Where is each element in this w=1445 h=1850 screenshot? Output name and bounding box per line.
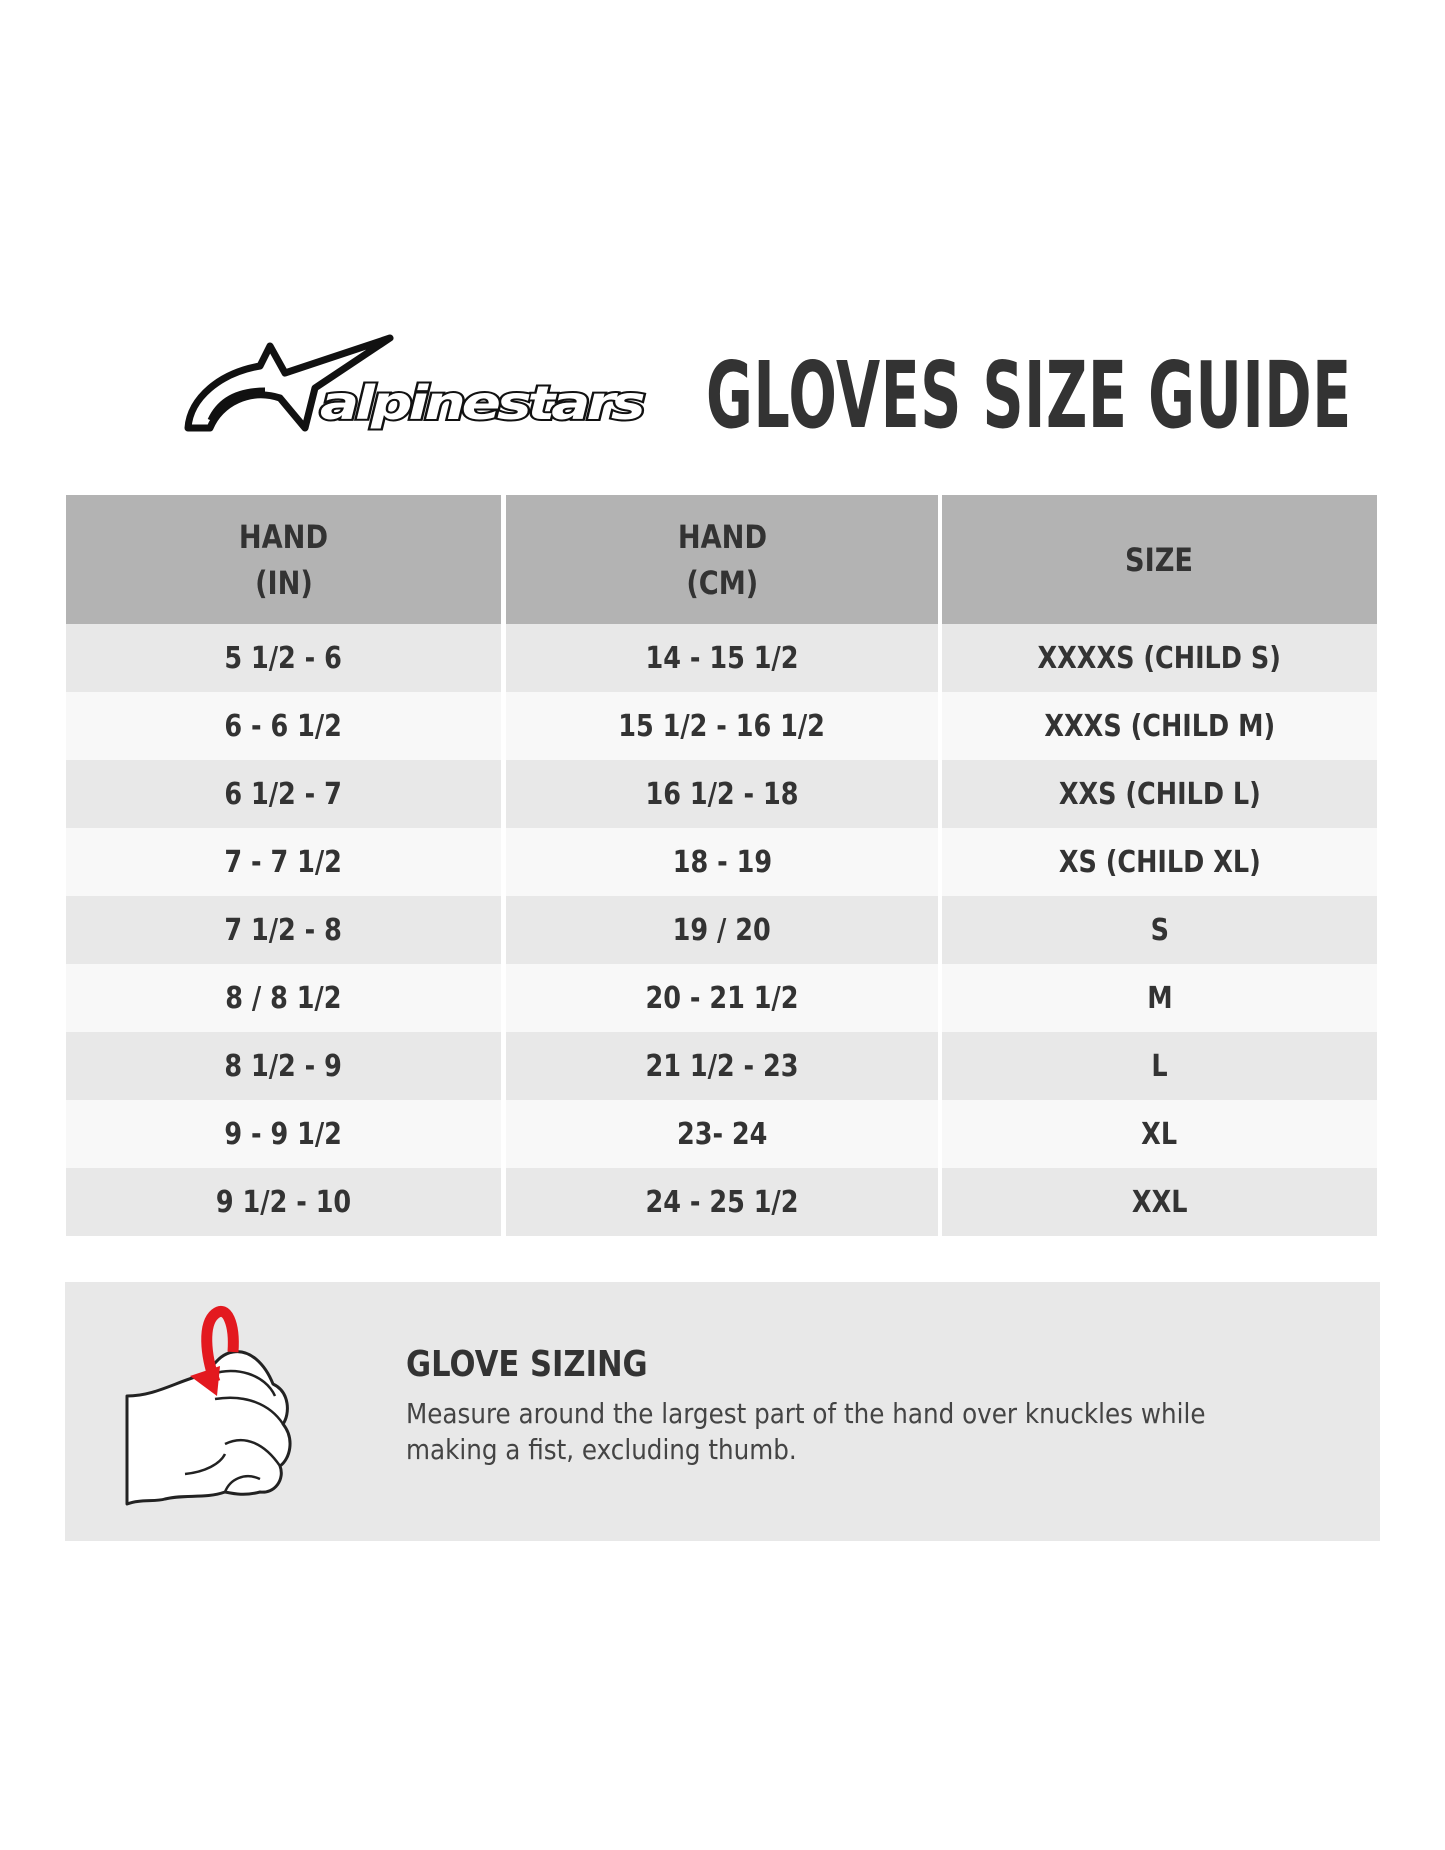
glove-sizing-panel: GLOVE SIZING Measure around the largest … bbox=[65, 1282, 1380, 1541]
table-row: 7 1/2 - 8 19 / 20 S bbox=[66, 896, 1377, 964]
glove-sizing-description: Measure around the largest part of the h… bbox=[406, 1397, 1206, 1466]
glove-sizing-title: GLOVE SIZING bbox=[406, 1344, 648, 1385]
header-size: SIZE bbox=[942, 495, 1377, 624]
cell-text: 8 / 8 1/2 bbox=[225, 980, 342, 1016]
header-hand-in: HAND (IN) bbox=[66, 495, 501, 624]
cell-size: XXXS (CHILD M) bbox=[942, 692, 1377, 760]
cell-text: 24 - 25 1/2 bbox=[645, 1184, 799, 1220]
cell-text: 19 / 20 bbox=[672, 912, 772, 948]
cell-hand-cm: 21 1/2 - 23 bbox=[506, 1032, 938, 1100]
cell-text: 15 1/2 - 16 1/2 bbox=[618, 708, 826, 744]
table-row: 6 - 6 1/2 15 1/2 - 16 1/2 XXXS (CHILD M) bbox=[66, 692, 1377, 760]
cell-text: 5 1/2 - 6 bbox=[224, 640, 343, 676]
cell-hand-cm: 19 / 20 bbox=[506, 896, 938, 964]
cell-text: XXXS (CHILD M) bbox=[1044, 708, 1275, 744]
header-unit: (IN) bbox=[254, 563, 313, 602]
table-row: 5 1/2 - 6 14 - 15 1/2 XXXXS (CHILD S) bbox=[66, 624, 1377, 692]
cell-text: XXXXS (CHILD S) bbox=[1037, 640, 1282, 676]
table-row: 8 / 8 1/2 20 - 21 1/2 M bbox=[66, 964, 1377, 1032]
table-row: 8 1/2 - 9 21 1/2 - 23 L bbox=[66, 1032, 1377, 1100]
cell-hand-in: 6 1/2 - 7 bbox=[66, 760, 501, 828]
cell-text: 16 1/2 - 18 bbox=[645, 776, 799, 812]
cell-text: 18 - 19 bbox=[672, 844, 772, 880]
cell-text: 9 1/2 - 10 bbox=[215, 1184, 352, 1220]
cell-text: XXS (CHILD L) bbox=[1058, 776, 1261, 812]
cell-text: 21 1/2 - 23 bbox=[645, 1048, 799, 1084]
header-label: HAND bbox=[677, 517, 767, 556]
header-unit: (CM) bbox=[686, 563, 758, 602]
cell-text: 23- 24 bbox=[676, 1116, 768, 1152]
cell-text: XXL bbox=[1131, 1184, 1188, 1220]
cell-hand-cm: 16 1/2 - 18 bbox=[506, 760, 938, 828]
cell-size: XXXXS (CHILD S) bbox=[942, 624, 1377, 692]
cell-text: 8 1/2 - 9 bbox=[224, 1048, 343, 1084]
cell-text: 14 - 15 1/2 bbox=[645, 640, 799, 676]
cell-size: M bbox=[942, 964, 1377, 1032]
cell-text: XL bbox=[1141, 1116, 1178, 1152]
cell-text: M bbox=[1146, 980, 1173, 1016]
header-label: HAND bbox=[238, 517, 329, 556]
alpinestars-logo: alpinestars bbox=[184, 334, 650, 433]
hand-fist-measure-icon bbox=[125, 1306, 292, 1506]
cell-hand-in: 9 - 9 1/2 bbox=[66, 1100, 501, 1168]
cell-size: XS (CHILD XL) bbox=[942, 828, 1377, 896]
table-row: 9 1/2 - 10 24 - 25 1/2 XXL bbox=[66, 1168, 1377, 1236]
cell-hand-in: 5 1/2 - 6 bbox=[66, 624, 501, 692]
cell-text: 6 - 6 1/2 bbox=[224, 708, 343, 744]
cell-hand-cm: 24 - 25 1/2 bbox=[506, 1168, 938, 1236]
cell-size: L bbox=[942, 1032, 1377, 1100]
header-label: SIZE bbox=[1125, 540, 1194, 579]
cell-size: XXL bbox=[942, 1168, 1377, 1236]
svg-text:alpinestars: alpinestars bbox=[320, 377, 644, 431]
cell-text: 7 - 7 1/2 bbox=[224, 844, 343, 880]
table-row: 9 - 9 1/2 23- 24 XL bbox=[66, 1100, 1377, 1168]
cell-hand-cm: 18 - 19 bbox=[506, 828, 938, 896]
cell-size: XXS (CHILD L) bbox=[942, 760, 1377, 828]
table-row: 7 - 7 1/2 18 - 19 XS (CHILD XL) bbox=[66, 828, 1377, 896]
cell-hand-in: 8 / 8 1/2 bbox=[66, 964, 501, 1032]
cell-hand-in: 8 1/2 - 9 bbox=[66, 1032, 501, 1100]
cell-text: L bbox=[1151, 1048, 1168, 1084]
table-row: 6 1/2 - 7 16 1/2 - 18 XXS (CHILD L) bbox=[66, 760, 1377, 828]
cell-hand-cm: 20 - 21 1/2 bbox=[506, 964, 938, 1032]
cell-text: S bbox=[1150, 912, 1169, 948]
cell-text: 9 - 9 1/2 bbox=[224, 1116, 343, 1152]
cell-text: 6 1/2 - 7 bbox=[224, 776, 343, 812]
cell-hand-cm: 23- 24 bbox=[506, 1100, 938, 1168]
cell-text: 20 - 21 1/2 bbox=[645, 980, 799, 1016]
cell-hand-cm: 15 1/2 - 16 1/2 bbox=[506, 692, 938, 760]
cell-hand-in: 9 1/2 - 10 bbox=[66, 1168, 501, 1236]
page-title: GLOVES SIZE GUIDE bbox=[706, 342, 1352, 449]
cell-text: XS (CHILD XL) bbox=[1058, 844, 1261, 880]
cell-hand-in: 7 - 7 1/2 bbox=[66, 828, 501, 896]
header-hand-cm: HAND (CM) bbox=[506, 495, 938, 624]
cell-size: S bbox=[942, 896, 1377, 964]
table-header-row: HAND (IN) HAND (CM) SIZE bbox=[66, 495, 1377, 624]
cell-hand-in: 6 - 6 1/2 bbox=[66, 692, 501, 760]
cell-hand-cm: 14 - 15 1/2 bbox=[506, 624, 938, 692]
cell-size: XL bbox=[942, 1100, 1377, 1168]
size-table: HAND (IN) HAND (CM) SIZE 5 1/2 - 6 14 - 1… bbox=[66, 495, 1377, 1236]
cell-text: 7 1/2 - 8 bbox=[224, 912, 343, 948]
cell-hand-in: 7 1/2 - 8 bbox=[66, 896, 501, 964]
